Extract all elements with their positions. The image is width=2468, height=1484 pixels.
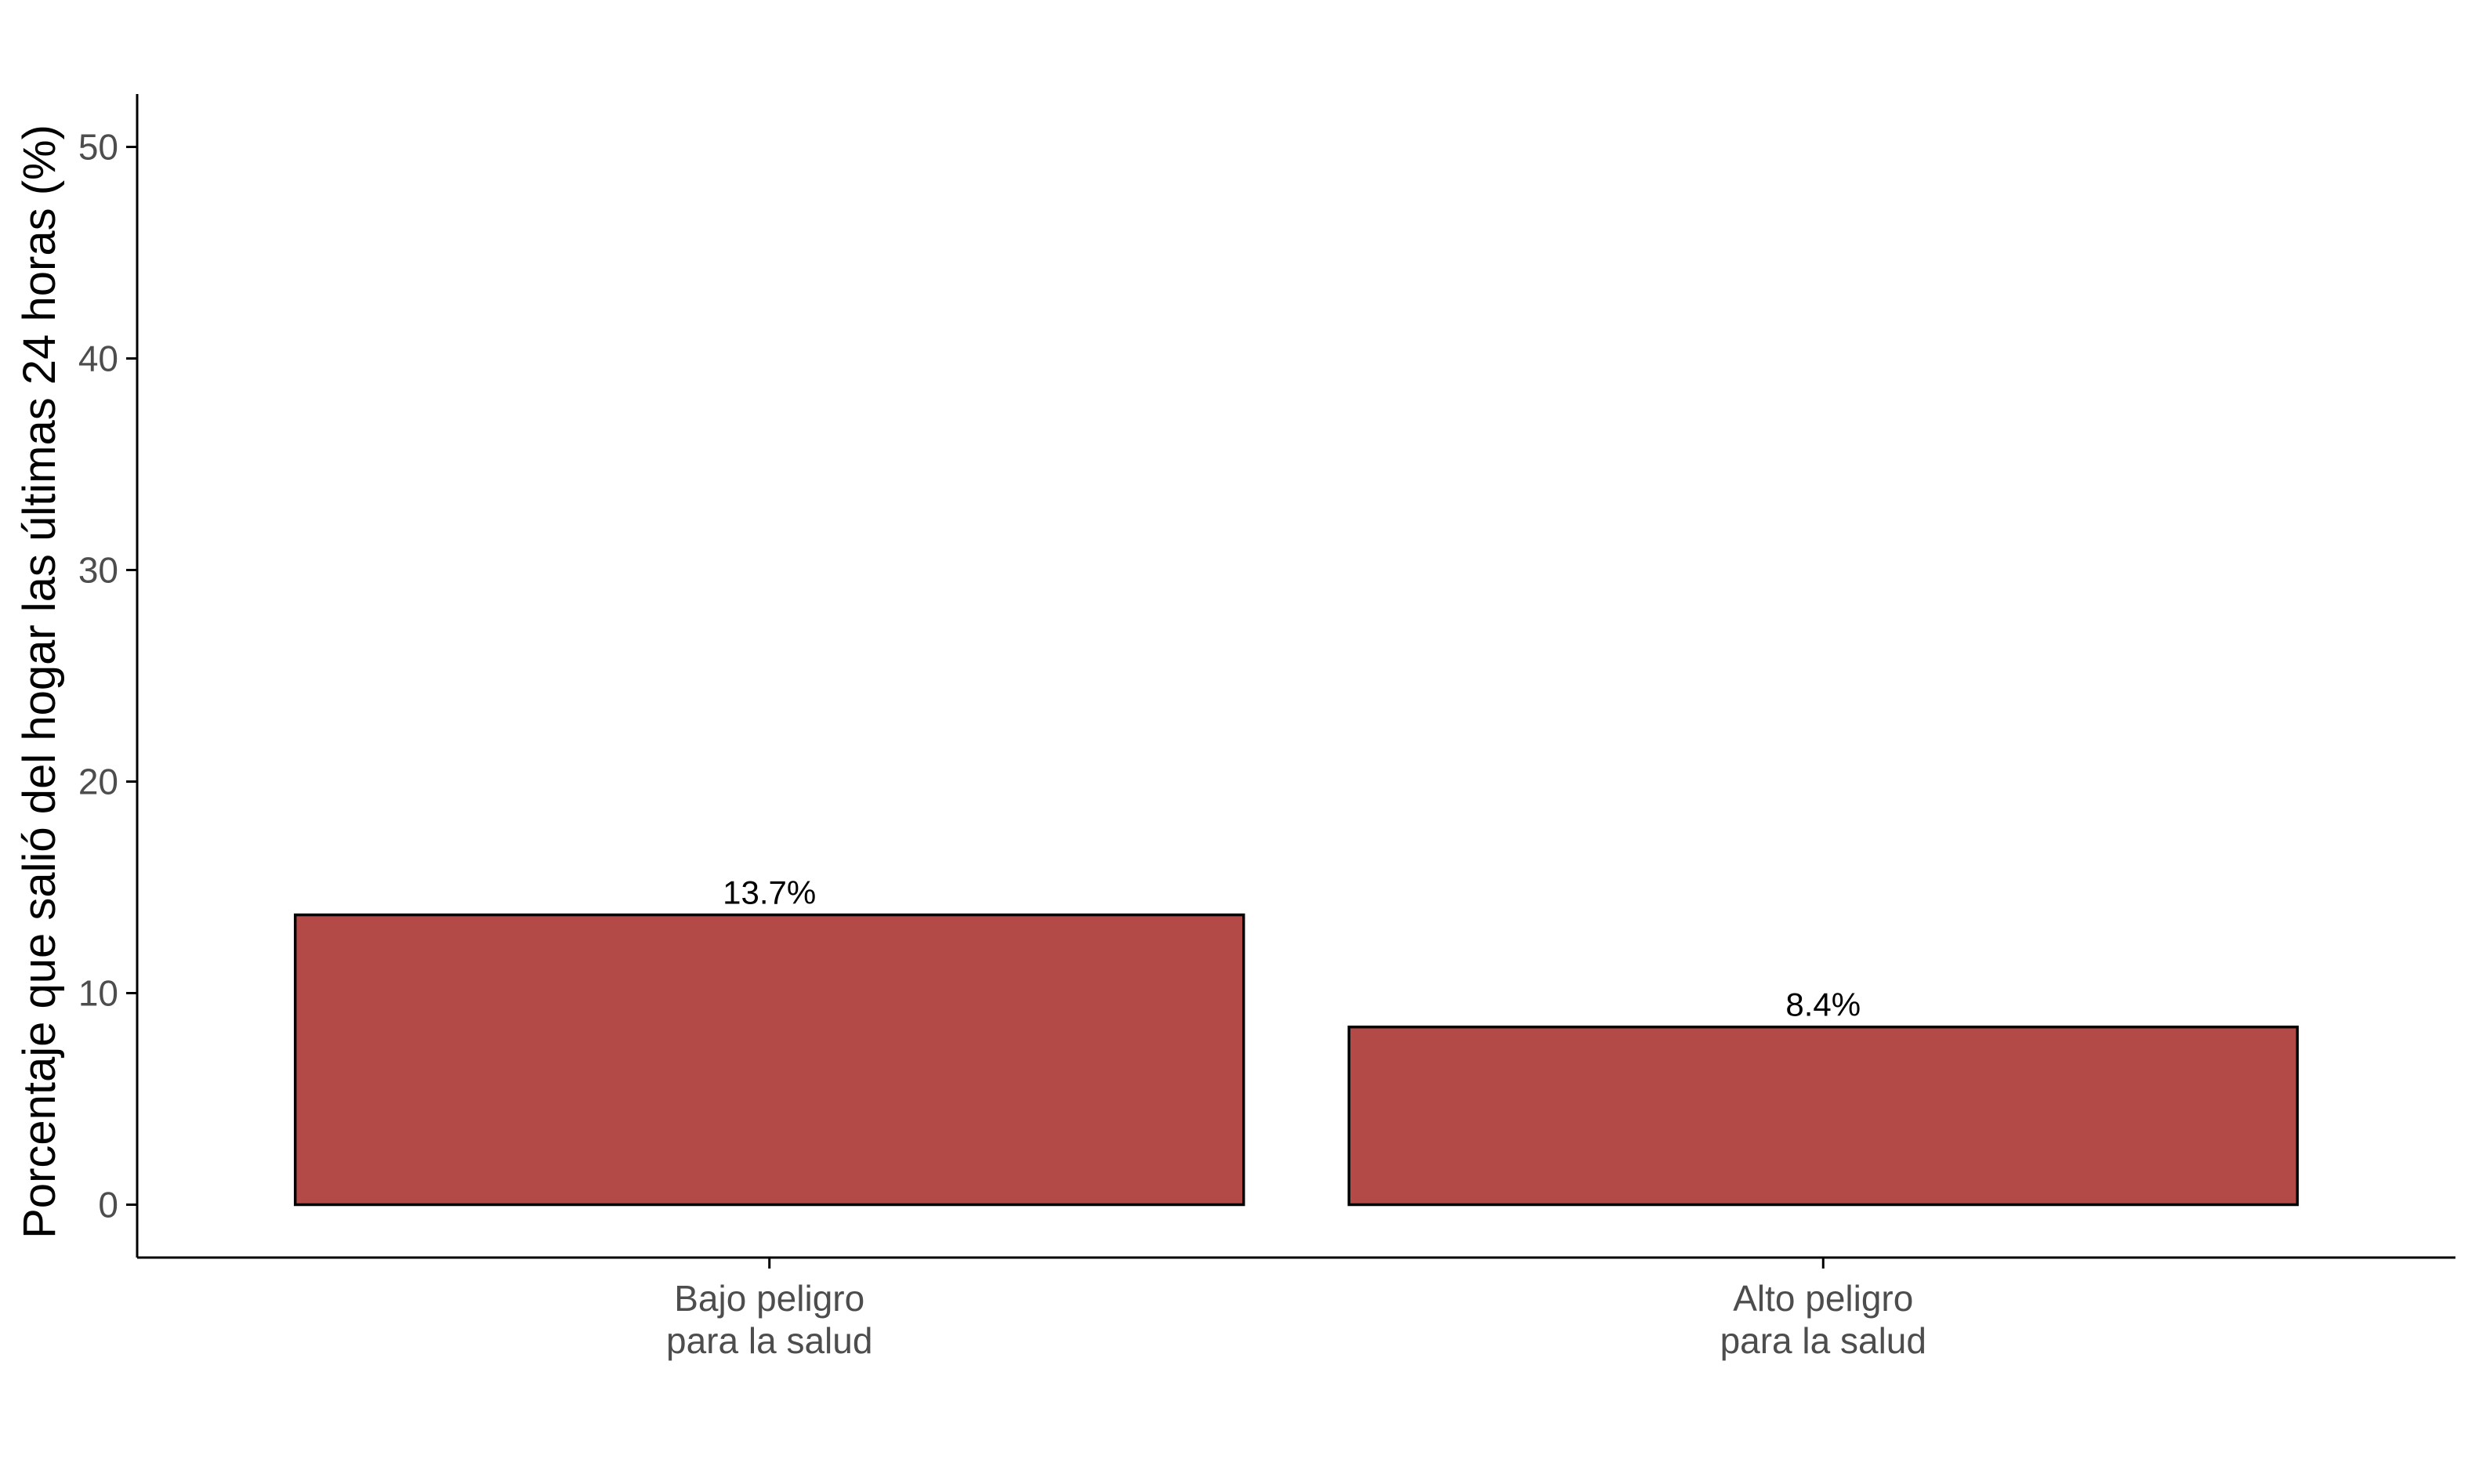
y-tick-label: 50 [78, 127, 118, 168]
y-tick-label: 30 [78, 550, 118, 591]
x-tick-label: para la salud [1720, 1320, 1926, 1361]
y-tick-label: 0 [98, 1185, 118, 1225]
y-ticks: 0 10 20 30 40 50 [78, 127, 137, 1225]
bar [1347, 1025, 2299, 1207]
bar-data-label: 8.4% [1785, 986, 1861, 1023]
y-tick-label: 40 [78, 338, 118, 379]
x-tick-label: Bajo peligro [674, 1278, 864, 1319]
bar-labels: 13.7% 8.4% [723, 874, 1861, 1023]
y-axis-title-group: Porcentaje que salió del hogar las últim… [14, 125, 65, 1239]
x-tick-label: para la salud [666, 1320, 872, 1361]
bars [293, 913, 2299, 1207]
bar-data-label: 13.7% [723, 874, 816, 911]
bar [293, 913, 1245, 1207]
y-axis-title: Porcentaje que salió del hogar las últim… [14, 125, 65, 1239]
axes [136, 94, 2455, 1259]
y-tick-label: 10 [78, 973, 118, 1014]
x-tick-label: Alto peligro [1733, 1278, 1913, 1319]
y-tick-label: 20 [78, 762, 118, 802]
